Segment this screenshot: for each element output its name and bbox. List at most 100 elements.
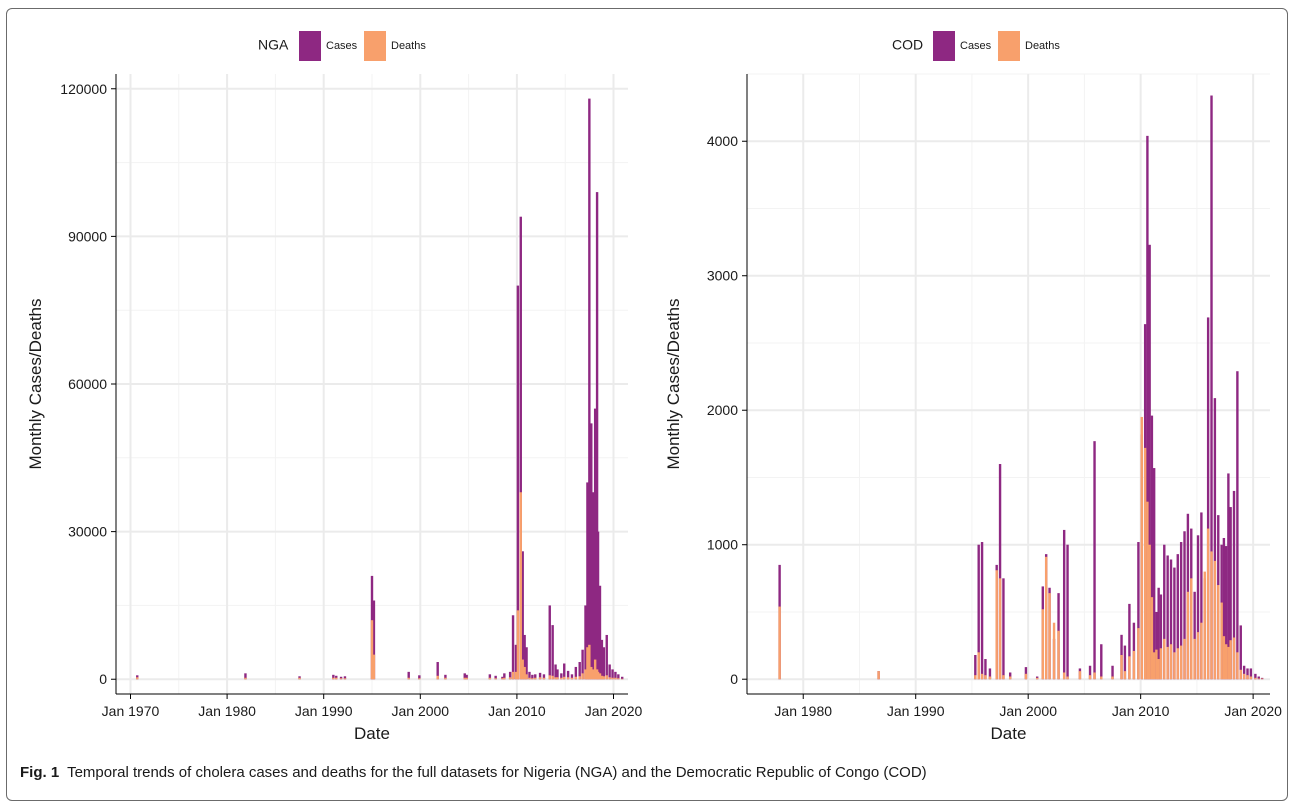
bar-cases: [605, 634, 608, 680]
bar-cases: [463, 673, 466, 680]
bar-deaths: [528, 677, 531, 680]
bar-cases: [566, 670, 570, 680]
legend: COD Cases Deaths: [892, 31, 1060, 61]
bar-cases: [998, 464, 1002, 680]
bar-cases: [514, 644, 518, 680]
bar-deaths: [521, 659, 524, 680]
bar-deaths: [1093, 672, 1096, 680]
bar-deaths: [1203, 571, 1206, 680]
bar-deaths: [1159, 648, 1163, 680]
bar-cases: [1093, 441, 1096, 680]
bar-cases: [595, 192, 599, 680]
bar-cases: [1232, 490, 1236, 680]
legend-title: NGA: [258, 37, 289, 53]
bar-deaths: [977, 652, 980, 680]
bar-cases: [534, 674, 537, 680]
bar-cases: [1173, 567, 1176, 680]
x-tick-label: Jan 2020: [585, 703, 643, 719]
bar-cases: [1200, 512, 1203, 680]
bar-cases: [523, 634, 526, 680]
bar-deaths: [1210, 551, 1213, 680]
bar-deaths: [534, 677, 537, 680]
bar-deaths: [1140, 416, 1143, 680]
bar-cases: [974, 654, 977, 680]
bar-deaths: [560, 677, 563, 680]
bar-cases: [980, 542, 984, 680]
bar-cases: [1224, 546, 1228, 680]
legend-title: COD: [892, 37, 923, 53]
y-tick-label: 0: [730, 671, 738, 687]
bar-cases: [1169, 559, 1173, 680]
bar-cases: [1062, 529, 1066, 680]
bar-deaths: [436, 675, 439, 680]
bar-cases: [1155, 611, 1158, 680]
bar-deaths: [531, 678, 534, 680]
bar-deaths: [974, 675, 977, 680]
bar-deaths: [548, 675, 551, 680]
bar-cases: [984, 659, 987, 680]
bar-deaths: [1024, 673, 1028, 680]
bar-deaths: [1155, 649, 1158, 680]
bar-deaths: [1176, 648, 1179, 680]
bar-deaths: [598, 673, 602, 680]
bar-cases: [598, 585, 602, 680]
bar-cases: [1152, 468, 1156, 680]
bar-cases: [1227, 473, 1230, 680]
bar-cases: [1206, 317, 1210, 680]
bar-deaths: [1132, 650, 1136, 680]
bar-deaths: [590, 666, 593, 680]
bar-cases: [1100, 644, 1103, 680]
figure-caption-text: Temporal trends of cholera cases and dea…: [67, 764, 927, 781]
bar-cases: [1254, 673, 1257, 680]
bar-deaths: [556, 677, 559, 680]
bar-cases: [977, 544, 980, 680]
bar-deaths: [1242, 673, 1246, 680]
bar-cases: [525, 647, 528, 680]
bar-cases: [1179, 542, 1183, 680]
bar-deaths: [586, 647, 589, 680]
bar-deaths: [554, 677, 557, 680]
bar-deaths: [584, 669, 587, 680]
legend-swatch-deaths: [364, 31, 386, 61]
bar-deaths: [563, 676, 566, 680]
bar-deaths: [1246, 675, 1249, 680]
bar-cases: [592, 492, 595, 680]
bar-deaths: [514, 671, 518, 680]
x-tick-label: Jan 2010: [1112, 703, 1170, 719]
bar-cases: [521, 551, 524, 680]
bar-cases: [488, 674, 492, 680]
bar-deaths: [525, 674, 528, 680]
bar-deaths: [1227, 646, 1230, 680]
x-tick-label: Jan 1990: [295, 703, 353, 719]
bar-cases: [1210, 95, 1213, 680]
bar-cases: [1166, 555, 1169, 680]
bar-deaths: [1217, 585, 1220, 680]
bar-deaths: [611, 677, 614, 680]
bar-deaths: [596, 671, 600, 680]
bar-cases: [418, 675, 421, 680]
bar-cases: [608, 664, 611, 680]
bar-deaths: [1224, 644, 1228, 680]
bar-cases: [1213, 398, 1217, 680]
bar-cases: [1239, 625, 1242, 680]
bar-deaths: [578, 676, 581, 680]
bar-cases: [600, 639, 604, 680]
bar-cases: [531, 674, 534, 680]
bar-cases: [1257, 676, 1260, 680]
bar-cases: [1229, 507, 1232, 680]
bar-deaths: [370, 620, 374, 680]
x-tick-label: Jan 1970: [102, 703, 160, 719]
bar-deaths: [1062, 672, 1066, 680]
legend: NGA Cases Deaths: [258, 31, 426, 61]
bar-deaths: [1249, 676, 1253, 680]
bar-deaths: [1041, 609, 1045, 680]
bar-deaths: [1213, 560, 1217, 680]
bar-cases: [407, 671, 410, 680]
bar-cases: [586, 482, 589, 680]
x-tick-label: Jan 2020: [1224, 703, 1282, 719]
bar-deaths: [1128, 656, 1131, 680]
bar-deaths: [1206, 528, 1210, 680]
bar-deaths: [332, 677, 335, 680]
bar-cases: [581, 649, 584, 680]
bar-deaths: [1120, 654, 1123, 680]
